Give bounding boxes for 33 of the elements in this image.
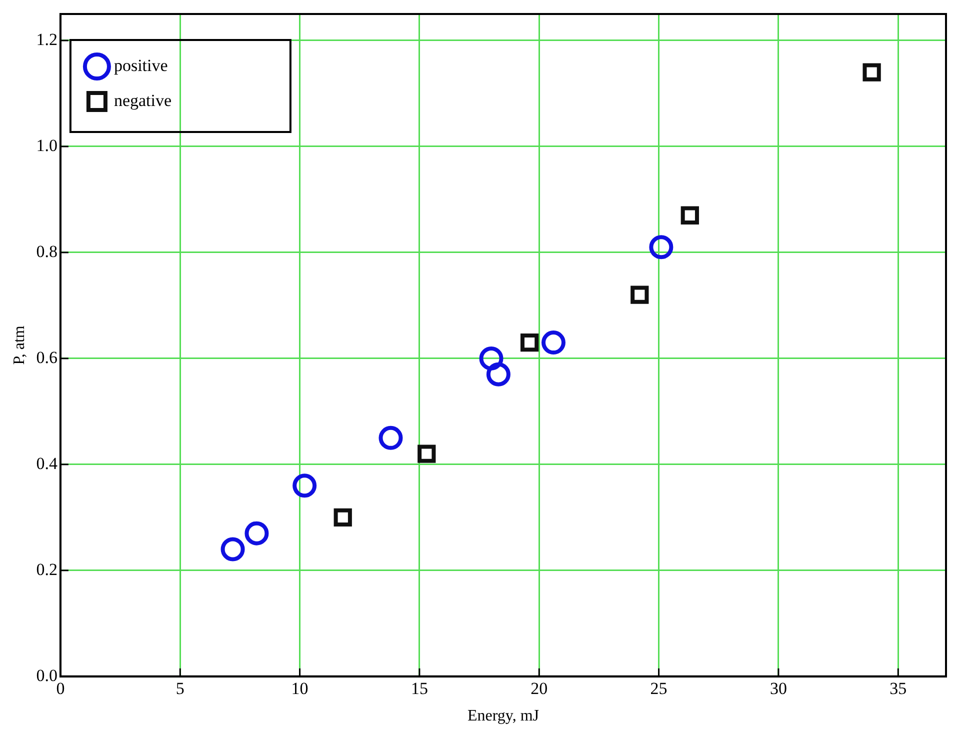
point xyxy=(418,444,436,463)
point xyxy=(680,206,699,224)
legend-label: negative xyxy=(114,90,172,110)
x-tick-label: 35 xyxy=(890,679,907,698)
x-tick-label: 0 xyxy=(56,679,65,698)
point xyxy=(220,537,245,562)
x-tick-label: 25 xyxy=(650,679,668,698)
x-tick-label: 30 xyxy=(770,679,787,698)
point xyxy=(862,63,881,82)
point xyxy=(520,333,539,352)
y-tick-label: 0.8 xyxy=(36,242,58,261)
point xyxy=(486,362,510,386)
point xyxy=(649,235,674,260)
y-axis-title: P, atm xyxy=(10,325,28,365)
x-tick-label: 5 xyxy=(176,679,184,698)
point xyxy=(479,346,504,370)
y-tick-label: 0.0 xyxy=(36,666,58,685)
point xyxy=(630,286,649,304)
y-tick-label: 0.2 xyxy=(36,560,58,579)
point xyxy=(378,426,403,450)
legend-label: positive xyxy=(114,56,168,75)
point xyxy=(541,330,566,355)
x-axis-title: Energy, mJ xyxy=(467,708,539,725)
x-tick-label: 15 xyxy=(410,679,428,698)
y-tick-label: 0.4 xyxy=(36,454,58,473)
x-tick-label: 20 xyxy=(530,679,548,698)
y-tick-label: 0.6 xyxy=(36,348,58,367)
y-tick-label: 1.2 xyxy=(36,30,58,49)
y-tick-label: 1.0 xyxy=(36,136,58,155)
point xyxy=(244,521,269,546)
x-tick-label: 10 xyxy=(291,679,308,698)
point xyxy=(334,508,352,526)
point xyxy=(292,474,317,498)
